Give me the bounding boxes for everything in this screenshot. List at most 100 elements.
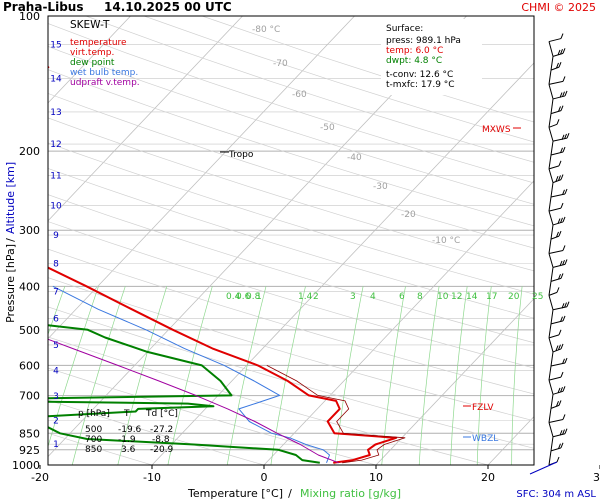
wind-barb-flag xyxy=(556,456,560,463)
dry-adiabat xyxy=(48,221,534,369)
isotherm-label: -30 xyxy=(373,182,388,192)
mixing-ratio-line xyxy=(48,286,66,336)
wind-barb-flag xyxy=(558,230,562,237)
wind-barb-flag xyxy=(560,316,563,322)
altitude-tick-label: 10 xyxy=(50,202,62,212)
wind-barb xyxy=(548,207,562,212)
table-header-td: Td [°C] xyxy=(145,409,178,419)
surface-box xyxy=(381,19,482,95)
altitude-tick-label: 3 xyxy=(53,392,59,402)
wind-barb-flag xyxy=(560,174,564,180)
pressure-tick-label: 300 xyxy=(19,224,40,237)
wind-barb-flag xyxy=(560,217,563,223)
surface-pressure: press: 989.1 hPa xyxy=(386,36,461,46)
series-wet-bulb-temp-line xyxy=(52,285,330,463)
wind-profile-segment xyxy=(548,422,554,437)
wind-barb-flag xyxy=(556,231,559,238)
altitude-tick-label: 13 xyxy=(50,108,61,118)
wind-barb-flag xyxy=(558,61,562,68)
dry-adiabat xyxy=(48,248,534,395)
wind-barbs xyxy=(529,33,570,475)
legend-temperature: temperature xyxy=(70,38,127,48)
wind-barb-flag xyxy=(562,216,566,223)
mixing-ratio-tick-label: 0.8 xyxy=(246,292,261,302)
wind-profile-segment xyxy=(548,450,552,466)
mixing-ratio-tick-label: 1 xyxy=(256,292,262,302)
wind-barb-flag xyxy=(562,358,565,365)
mixing-ratio-tick-label: 0.4 xyxy=(226,292,241,302)
wind-barb-flag xyxy=(560,202,564,209)
wind-barb xyxy=(548,376,562,381)
table-cell: -20.9 xyxy=(150,445,174,455)
pressure-tick-label: 600 xyxy=(19,359,40,372)
wind-profile-segment xyxy=(550,309,554,324)
mixing-ratio-tick-label: 12 xyxy=(451,292,462,302)
wind-barb-flag xyxy=(558,344,561,350)
altitude-tick-label: 9 xyxy=(53,231,59,241)
wind-barb-flag xyxy=(555,345,559,351)
wind-profile-segment xyxy=(550,224,554,240)
wind-profile-segment xyxy=(548,323,552,338)
pressure-tick-label: 850 xyxy=(19,427,40,440)
mixing-ratio-line xyxy=(418,286,440,465)
wind-barb xyxy=(552,179,562,184)
table-cell: -27.2 xyxy=(150,425,173,435)
wind-profile-segment xyxy=(548,70,552,85)
wbzl-label: WBZL xyxy=(472,434,498,444)
wind-profile-segment xyxy=(548,379,554,395)
altitude-tick-label: 7 xyxy=(53,287,59,297)
mixing-ratio-tick-label: 2 xyxy=(313,292,319,302)
wind-barb xyxy=(548,38,562,43)
legend-virtual-temperature: virt.temp. xyxy=(70,48,114,58)
wind-barb xyxy=(552,348,562,353)
wind-barb-flag xyxy=(562,48,566,54)
table-cell: 700 xyxy=(85,435,102,445)
wind-barb xyxy=(550,277,562,282)
wind-profile-segment xyxy=(548,168,554,183)
wind-barb-flag xyxy=(559,430,563,436)
wind-barb-flag xyxy=(558,443,561,449)
wind-profile-segment xyxy=(548,337,554,353)
wind-barb-flag xyxy=(556,400,559,407)
wind-profile-segment xyxy=(550,98,554,114)
wind-barb-flag xyxy=(560,48,563,55)
pressure-tick-label: 925 xyxy=(19,444,40,457)
wind-barb-flag xyxy=(560,386,563,393)
wind-barb-flag xyxy=(566,301,570,307)
wind-barb-flag xyxy=(564,259,568,265)
altitude-tick-label: 8 xyxy=(53,260,59,270)
wind-profile-segment xyxy=(550,351,554,367)
station-name: Praha-Libus xyxy=(3,0,83,14)
wind-barb-flag xyxy=(564,357,568,364)
mixing-ratio-tick-label: 14 xyxy=(466,292,478,302)
wind-barb xyxy=(550,66,560,71)
wind-barb-flag xyxy=(561,303,565,309)
dry-adiabat xyxy=(48,336,489,465)
mixing-ratio-line xyxy=(270,286,306,465)
pressure-tick-label: 200 xyxy=(19,145,40,158)
altitude-tick-label: 14 xyxy=(50,75,62,85)
isotherm-label: -20 xyxy=(401,210,416,220)
dry-adiabat xyxy=(48,142,534,295)
legend-wet-bulb: wet bulb temp. xyxy=(70,68,138,78)
wind-barb-flag xyxy=(566,132,570,139)
wind-barb-flag xyxy=(562,386,566,392)
pressure-tick-label: 700 xyxy=(19,389,40,402)
copyright: CHMI © 2025 xyxy=(521,1,596,14)
wind-barb-flag xyxy=(558,400,562,406)
wind-barb-flag xyxy=(559,260,563,267)
mxws-label: MXWS xyxy=(482,125,511,135)
legend-dew-point: dew point xyxy=(70,58,115,68)
table-cell: -19.6 xyxy=(118,425,142,435)
yaxis-separator: / xyxy=(4,238,17,242)
tropopause-label: Tropo xyxy=(228,150,254,160)
surface-temperature: temp: 6.0 °C xyxy=(386,46,443,56)
wind-barb-flag xyxy=(558,274,561,280)
wind-barb xyxy=(548,291,558,296)
table-header-p: p [hPa] xyxy=(78,409,110,419)
wind-barb xyxy=(550,235,560,240)
wind-profile-segment xyxy=(548,239,552,254)
temperature-tick-label: 30 xyxy=(593,471,600,484)
dry-adiabat xyxy=(48,277,534,422)
isotherm-label: -60 xyxy=(292,90,307,100)
